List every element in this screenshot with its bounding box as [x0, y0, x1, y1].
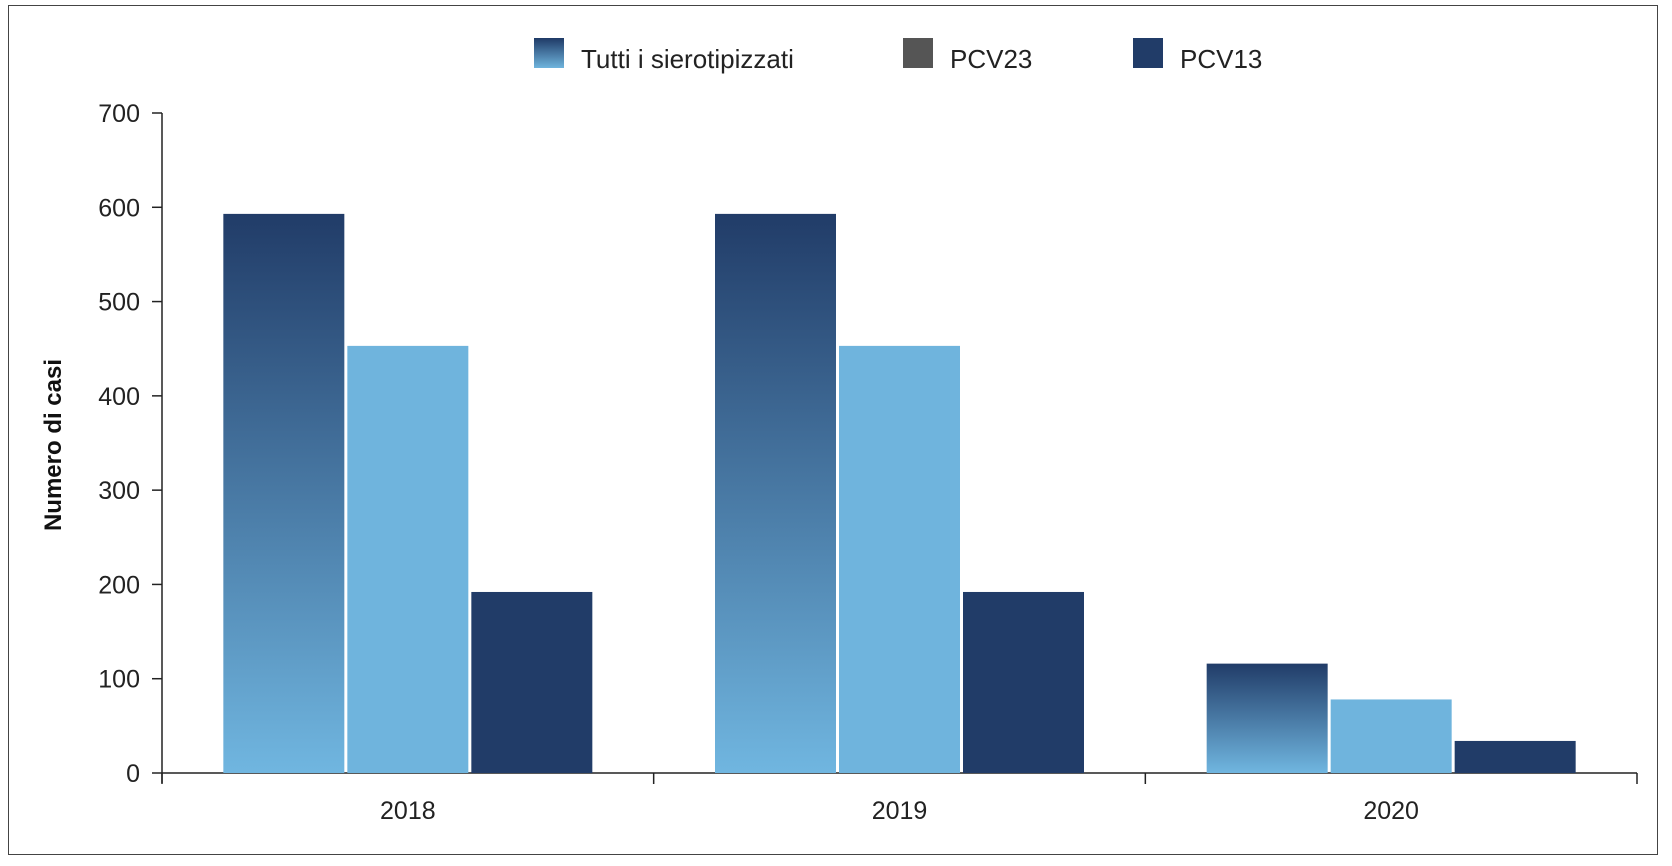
y-tick-label: 300 [98, 477, 140, 505]
bar-pcv23-2019 [839, 345, 960, 773]
y-tick-label: 400 [98, 383, 140, 411]
y-tick-label: 0 [126, 760, 140, 788]
x-tick-label: 2018 [380, 797, 436, 825]
legend-swatch-tutti [534, 38, 564, 68]
y-axis: 0 100 200 300 400 500 600 700 [98, 100, 163, 788]
bar-pcv23-2018 [347, 345, 469, 773]
y-tick-label: 600 [98, 194, 140, 222]
legend-label-tutti: Tutti i sierotipizzati [581, 44, 794, 74]
legend-swatch-pcv13 [1133, 38, 1163, 68]
x-tick-label: 2020 [1363, 797, 1419, 825]
y-tick-label: 100 [98, 666, 140, 694]
y-axis-title: Numero di casi [40, 359, 67, 531]
y-tick-label: 500 [98, 289, 140, 317]
legend-swatch-pcv23 [903, 38, 933, 68]
legend-item-tutti: Tutti i sierotipizzati [534, 38, 794, 74]
legend-item-pcv23: PCV23 [903, 38, 1032, 74]
legend: Tutti i sierotipizzati PCV23 PCV13 [534, 38, 1262, 74]
legend-item-pcv13: PCV13 [1133, 38, 1262, 74]
bar-tutti-i-sierotipizzati-2019 [715, 213, 836, 773]
bar-pcv13-2020 [1454, 740, 1576, 773]
bar-pcv13-2018 [471, 591, 593, 773]
bar-pcv23-2020 [1330, 699, 1452, 773]
bar-tutti-i-sierotipizzati-2018 [223, 213, 345, 773]
bar-tutti-i-sierotipizzati-2020 [1206, 663, 1328, 773]
legend-label-pcv23: PCV23 [950, 44, 1032, 74]
legend-label-pcv13: PCV13 [1180, 44, 1262, 74]
x-tick-label: 2019 [872, 797, 928, 825]
y-tick-label: 700 [98, 100, 140, 128]
x-axis: 2018 2019 2020 [161, 772, 1638, 825]
bar-pcv13-2019 [963, 591, 1084, 773]
y-tick-label: 200 [98, 571, 140, 599]
bars [223, 213, 1576, 773]
